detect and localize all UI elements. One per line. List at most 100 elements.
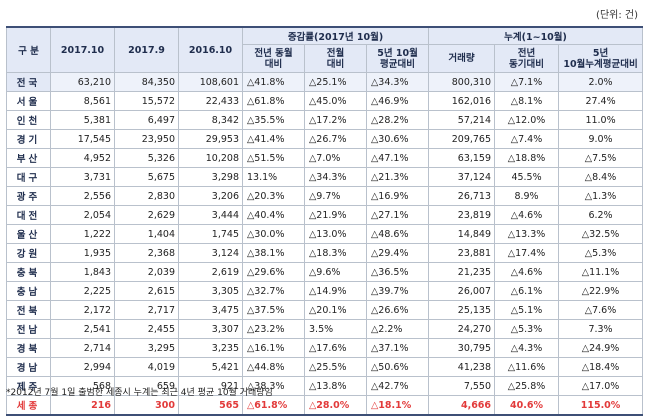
change-mom-cell: 3.5% xyxy=(304,319,367,339)
change-5y-cell: △28.2% xyxy=(365,110,430,130)
value-2017-10-cell: 17,545 xyxy=(50,129,115,149)
change-mom-cell: △25.1% xyxy=(304,72,367,92)
value-2017-10-cell: 568 xyxy=(50,376,115,396)
change-mom-cell: △21.9% xyxy=(304,205,367,225)
cum-5y-cell: 2.0% xyxy=(558,72,644,92)
cum-volume-cell: 37,124 xyxy=(428,167,496,187)
value-2017-9-cell: 4,019 xyxy=(114,357,179,377)
value-2017-9-cell: 2,717 xyxy=(114,300,179,320)
change-5y-cell: △37.1% xyxy=(365,338,430,358)
value-2017-9-cell: 2,629 xyxy=(114,205,179,225)
footnote: *2012년 7월 1일 출범한 세종시 누계는 최근 4년 평균 10월 거래… xyxy=(6,388,273,398)
change-mom-cell: △18.3% xyxy=(304,243,367,263)
change-mom-cell: △25.5% xyxy=(304,357,367,377)
cum-yoy-cell: △12.0% xyxy=(494,110,560,130)
table-row: 충남 2,225 2,615 3,305 △32.7% △14.9% △39.7% 26,00… xyxy=(6,281,644,301)
change-mom-cell: △13.8% xyxy=(304,376,367,396)
cum-volume-cell: 41,238 xyxy=(428,357,496,377)
change-mom-cell: △17.6% xyxy=(304,338,367,358)
header-row-1: 구 분 2017.10 2017.9 2016.10 증감률(2017년 10월… xyxy=(6,26,644,73)
value-2016-10-cell: 3,475 xyxy=(178,300,243,320)
cum-5y-cell: △22.9% xyxy=(558,281,644,301)
cum-yoy-cell: △8.1% xyxy=(494,91,560,111)
change-mom-header: 전월 대비 xyxy=(304,44,367,73)
region-header: 구 분 xyxy=(6,26,51,73)
value-2017-9-cell: 5,675 xyxy=(114,167,179,187)
region-cell: 경북 xyxy=(6,338,51,358)
region-cell: 강원 xyxy=(6,243,51,263)
change-mom-cell: △17.2% xyxy=(304,110,367,130)
value-2017-10-cell: 2,541 xyxy=(50,319,115,339)
change-yoy-cell: △41.8% xyxy=(242,72,305,92)
value-2016-10-cell: 22,433 xyxy=(178,91,243,111)
cum-5y-cell: △5.3% xyxy=(558,243,644,263)
value-2016-10-cell: 3,206 xyxy=(178,186,243,206)
cum-volume-cell: 14,849 xyxy=(428,224,496,244)
cumulative-group-header: 누계(1~10월) xyxy=(428,26,644,45)
cum-yoy-cell: △5.3% xyxy=(494,319,560,339)
change-5y-cell: △50.6% xyxy=(365,357,430,377)
region-cell: 경남 xyxy=(6,357,51,377)
table-row: 경북 2,714 3,295 3,235 △16.1% △17.6% △37.1% 30,79… xyxy=(6,338,644,358)
change-5y-cell: △16.9% xyxy=(365,186,430,206)
cum-5y-cell: △32.5% xyxy=(558,224,644,244)
change-yoy-cell: △44.8% xyxy=(242,357,305,377)
change-yoy-cell: △41.4% xyxy=(242,129,305,149)
region-cell: 전남 xyxy=(6,319,51,339)
change-yoy-cell: △40.4% xyxy=(242,205,305,225)
cum-5y-header: 5년 10월누계평균대비 xyxy=(558,44,644,73)
value-2016-10-cell: 2,619 xyxy=(178,262,243,282)
cum-volume-cell: 7,550 xyxy=(428,376,496,396)
cum-volume-cell: 26,713 xyxy=(428,186,496,206)
cum-yoy-cell: △7.4% xyxy=(494,129,560,149)
change-5y-cell: △27.1% xyxy=(365,205,430,225)
change-yoy-cell: △37.5% xyxy=(242,300,305,320)
change-mom-cell: △28.0% xyxy=(304,395,367,416)
cum-yoy-cell: △18.8% xyxy=(494,148,560,168)
change-mom-cell: △9.6% xyxy=(304,262,367,282)
cum-5y-cell: △17.0% xyxy=(558,376,644,396)
value-2017-9-cell: 2,615 xyxy=(114,281,179,301)
change-yoy-cell: △23.2% xyxy=(242,319,305,339)
table-row: 대전 2,054 2,629 3,444 △40.4% △21.9% △27.1% 23,81… xyxy=(6,205,644,225)
change-yoy-cell: △20.3% xyxy=(242,186,305,206)
change-yoy-cell: △35.5% xyxy=(242,110,305,130)
change-5y-cell: △18.1% xyxy=(365,395,430,416)
change-mom-cell: △13.0% xyxy=(304,224,367,244)
cum-5y-cell: △7.5% xyxy=(558,148,644,168)
cum-volume-cell: 57,214 xyxy=(428,110,496,130)
cum-yoy-cell: △4.6% xyxy=(494,205,560,225)
value-2017-10-cell: 1,935 xyxy=(50,243,115,263)
value-2017-9-cell: 84,350 xyxy=(114,72,179,92)
region-cell: 전국 xyxy=(6,72,51,92)
value-2017-10-cell: 1,843 xyxy=(50,262,115,282)
value-2017-9-cell: 6,497 xyxy=(114,110,179,130)
change-5y-cell: △48.6% xyxy=(365,224,430,244)
value-2017-10-cell: 8,561 xyxy=(50,91,115,111)
region-cell: 경기 xyxy=(6,129,51,149)
value-2016-10-cell: 10,208 xyxy=(178,148,243,168)
transaction-stats-table: 구 분 2017.10 2017.9 2016.10 증감률(2017년 10월… xyxy=(6,26,644,416)
table-row: 울산 1,222 1,404 1,745 △30.0% △13.0% △48.6% 14,84… xyxy=(6,224,644,244)
table-row: 전남 2,541 2,455 3,307 △23.2% 3.5% △2.2% 24,270 △5… xyxy=(6,319,644,339)
value-2016-10-cell: 1,745 xyxy=(178,224,243,244)
header-row-2: 전년 동월 대비 전월 대비 5년 10월 평균대비 거래량 전년 동기대비 5년 10월… xyxy=(7,44,644,73)
cum-volume-cell: 25,135 xyxy=(428,300,496,320)
region-cell: 광주 xyxy=(6,186,51,206)
change-5y-cell: △34.3% xyxy=(365,72,430,92)
change-5y-cell: △42.7% xyxy=(365,376,430,396)
change-5y-cell: △39.7% xyxy=(365,281,430,301)
cum-yoy-cell: △11.6% xyxy=(494,357,560,377)
cum-volume-cell: 63,159 xyxy=(428,148,496,168)
value-2017-10-cell: 2,054 xyxy=(50,205,115,225)
change-5y-cell: △29.4% xyxy=(365,243,430,263)
value-2017-10-cell: 2,714 xyxy=(50,338,115,358)
value-2016-10-cell: 108,601 xyxy=(178,72,243,92)
table-row: 경기 17,545 23,950 29,953 △41.4% △26.7% △30.6% 20… xyxy=(6,129,644,149)
cum-5y-cell: △24.9% xyxy=(558,338,644,358)
cum-volume-cell: 23,881 xyxy=(428,243,496,263)
change-mom-cell: △34.3% xyxy=(304,167,367,187)
cum-5y-cell: 27.4% xyxy=(558,91,644,111)
cum-5y-cell: 9.0% xyxy=(558,129,644,149)
value-2016-10-cell: 3,298 xyxy=(178,167,243,187)
